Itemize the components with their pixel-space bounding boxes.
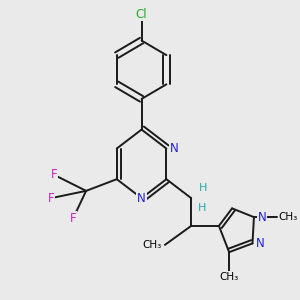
Text: N: N <box>256 237 265 250</box>
Text: H: H <box>198 202 206 212</box>
Text: N: N <box>170 142 178 155</box>
Text: N: N <box>258 211 267 224</box>
Text: CH₃: CH₃ <box>143 240 162 250</box>
Text: CH₃: CH₃ <box>279 212 298 222</box>
Text: CH₃: CH₃ <box>220 272 239 282</box>
Text: N: N <box>137 192 146 205</box>
Text: F: F <box>70 212 76 225</box>
Text: Cl: Cl <box>136 8 147 21</box>
Text: F: F <box>51 168 57 181</box>
Text: F: F <box>48 192 54 205</box>
Text: H: H <box>199 183 207 193</box>
